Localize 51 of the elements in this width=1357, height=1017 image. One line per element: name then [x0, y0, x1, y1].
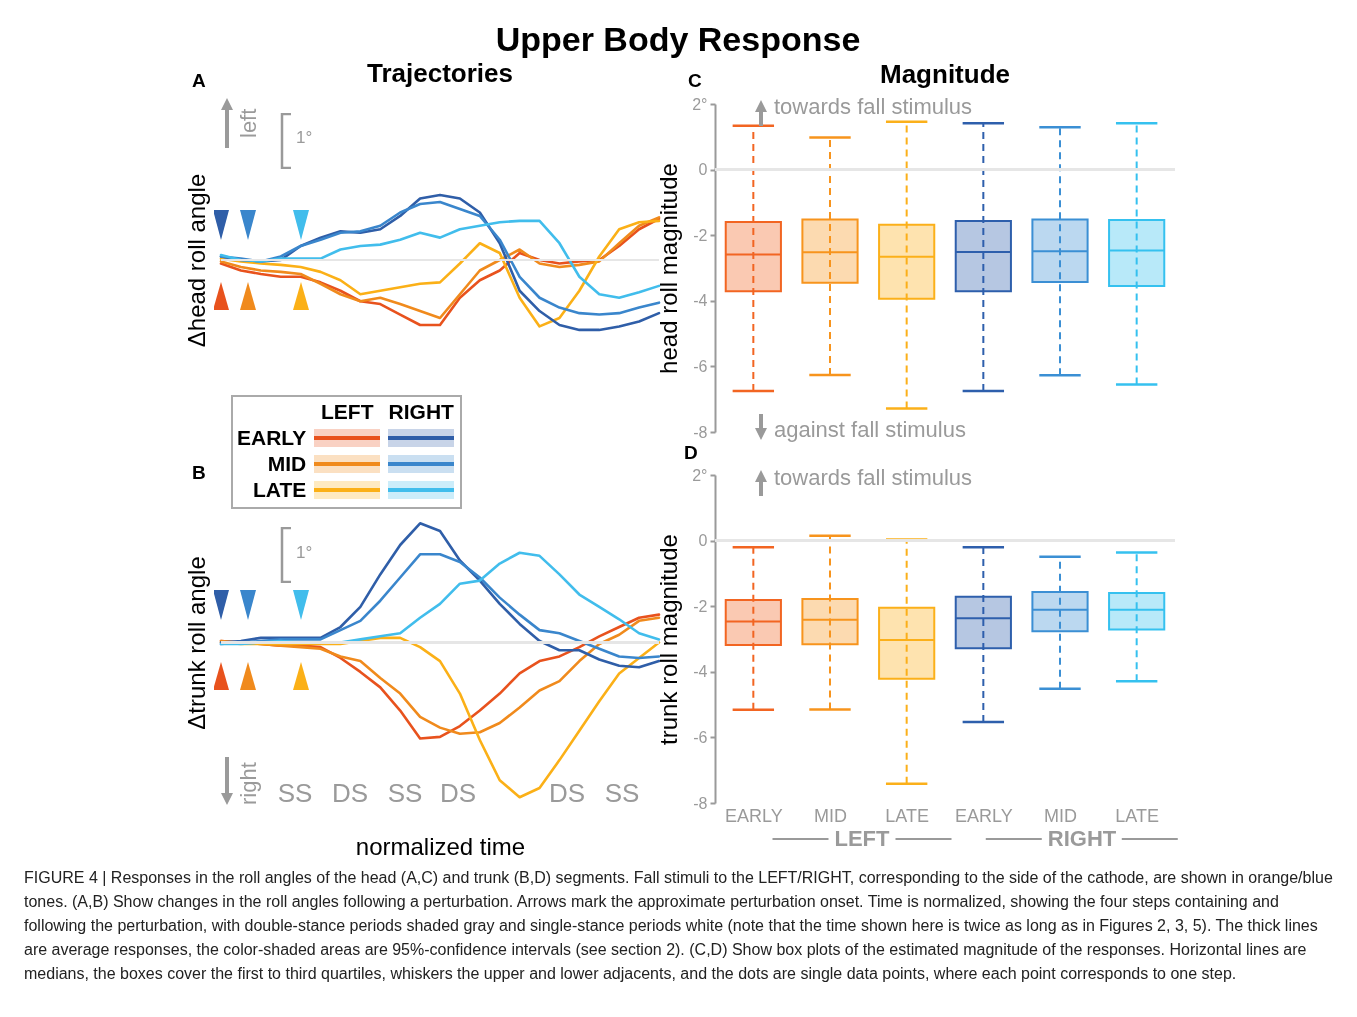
annotation: SS	[604, 778, 640, 809]
y-axis-title: trunk roll magnitude	[654, 534, 682, 745]
text: RIGHT	[1047, 826, 1117, 852]
text: 1°	[296, 128, 313, 148]
text: LEFT	[320, 399, 375, 425]
x-tick-label: LATE	[885, 805, 930, 826]
legend-label: EARLY	[237, 425, 307, 451]
x-tick-label: MID	[1044, 805, 1077, 826]
x-tick-label: MID	[814, 805, 847, 826]
text: D	[684, 442, 698, 464]
annotation: SS	[277, 778, 313, 809]
y-tick-label: 2°	[692, 466, 708, 484]
chart-title: Trajectories	[367, 58, 513, 88]
y-tick-label: -4	[693, 663, 708, 681]
x-tick-label: EARLY	[954, 805, 1013, 826]
legend-label: MID	[266, 451, 307, 477]
text: RIGHT	[388, 399, 455, 425]
caption: FIGURE 4 | Responses in the roll angles of the head (A,C) and trunk (B,D) segments. Fall stimuli to the LEFT/RIGHT, corresponding to the side of the cathode, are shown in orange/blue tones. (A,B) Show changes in the roll angles following a perturbation. Arrows mark the approximate perturbation onset. Time is normalized, showing the four steps containing and following the perturbation, with double-stance periods shaded gray and single-stance periods white (note that the time shown here is twice as long as in Figures 2, 3, 5). The thick lines are average responses, the color-shaded areas are 95%-confidence intervals (see section 2). (C,D) Show box plots of the estimated magnitude of the responses. Horizontal lines are medians, the boxes cover the first to third quartiles, whiskers the upper and lower adjacents, and the dots are single data points, where each point corresponds to one step.	[24, 868, 1334, 984]
chart-title: Magnitude	[880, 59, 1010, 89]
annotation: towards fall stimulus	[774, 94, 973, 120]
y-tick-label: 2°	[692, 95, 708, 113]
text: C	[688, 70, 702, 92]
text: Upper Body Response	[495, 20, 861, 59]
y-axis-title: head roll magnitude	[654, 163, 682, 374]
y-tick-label: -2	[693, 226, 708, 244]
annotation: SS	[387, 778, 423, 809]
x-axis-title: normalized time	[355, 832, 526, 860]
annotation: 1°	[296, 543, 313, 563]
annotation: DS	[548, 778, 586, 809]
annotation: DS	[331, 778, 369, 809]
annotation: towards fall stimulus	[774, 465, 973, 491]
y-tick-label: 0	[698, 161, 708, 179]
text: left	[236, 108, 262, 138]
y-tick-label: -8	[693, 794, 708, 812]
y-tick-label: -8	[693, 423, 708, 441]
annotation: against fall stimulus	[774, 417, 966, 443]
y-tick-label: -2	[693, 597, 708, 615]
text: A	[192, 70, 206, 92]
y-tick-label: -4	[693, 292, 708, 310]
text: B	[192, 462, 206, 484]
annotation: DS	[439, 778, 477, 809]
y-tick-label: -6	[693, 357, 708, 375]
y-tick-label: -6	[693, 728, 708, 746]
annotation: right	[236, 762, 262, 805]
x-tick-label: EARLY	[724, 805, 783, 826]
text: LEFT	[834, 826, 890, 852]
legend-label: LATE	[251, 477, 307, 503]
y-tick-label: 0	[698, 532, 708, 550]
y-axis-title: Δtrunk roll angle	[182, 556, 210, 730]
y-axis-title: Δhead roll angle	[182, 173, 210, 348]
x-tick-label: LATE	[1115, 805, 1160, 826]
